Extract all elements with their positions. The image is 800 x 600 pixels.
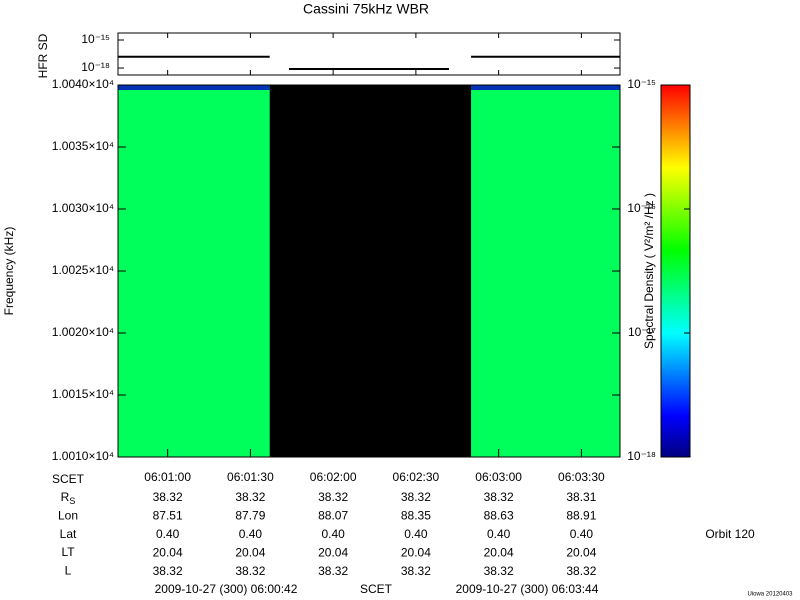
ephemeris-value: 38.32 xyxy=(401,490,431,504)
ephemeris-value: 38.32 xyxy=(153,564,183,578)
spectrogram-segment xyxy=(471,85,620,457)
ephemeris-label-text: L xyxy=(65,564,72,578)
ephemeris-value: 0.40 xyxy=(570,527,594,541)
ephemeris-label-text: Lon xyxy=(58,509,78,523)
colorbar xyxy=(660,84,691,458)
ephemeris-label: L xyxy=(65,564,72,578)
orbit-label: Orbit 120 xyxy=(705,527,755,541)
ephemeris-value: 38.32 xyxy=(235,490,265,504)
spectrogram-segment xyxy=(118,85,270,457)
ephemeris-value: 38.32 xyxy=(484,490,514,504)
hfr-axis-label: HFR SD xyxy=(36,33,50,78)
hfr-tick-label: 10⁻¹⁸ xyxy=(81,60,110,74)
x-tick-label: 06:03:30 xyxy=(558,470,605,484)
ephemeris-label: Lat xyxy=(60,527,77,541)
y-tick-label: 1.0020×10⁴ xyxy=(52,325,114,339)
ephemeris-value: 20.04 xyxy=(318,545,348,559)
ephemeris-label: Lon xyxy=(58,509,78,523)
ephemeris-value: 38.32 xyxy=(153,490,183,504)
ephemeris-value: 38.32 xyxy=(484,564,514,578)
ephemeris-value: 38.32 xyxy=(318,564,348,578)
hfr-tick-label: 10⁻¹⁵ xyxy=(81,32,110,46)
ephemeris-value: 88.63 xyxy=(484,509,514,523)
ephemeris-value: 20.04 xyxy=(566,545,596,559)
segment-edge xyxy=(471,85,620,90)
ephemeris-label-sub: S xyxy=(69,496,75,506)
ephemeris-value: 20.04 xyxy=(484,545,514,559)
ephemeris-value: 0.40 xyxy=(404,527,428,541)
hfr-frame xyxy=(117,32,621,76)
x-tick-label: 06:03:00 xyxy=(475,470,522,484)
footer-end: 2009-10-27 (300) 06:03:44 xyxy=(456,582,599,596)
ephemeris-label-text: R xyxy=(61,490,70,504)
y-tick-label: 1.0035×10⁴ xyxy=(52,139,114,153)
ephemeris-value: 20.04 xyxy=(235,545,265,559)
ephemeris-value: 38.32 xyxy=(401,564,431,578)
colorbar-tick-label: 10⁻¹⁷ xyxy=(628,325,656,339)
ephemeris-value: 0.40 xyxy=(156,527,180,541)
colorbar-tick-label: 10⁻¹⁸ xyxy=(627,449,656,463)
x-tick-label: 06:02:00 xyxy=(310,470,357,484)
ephemeris-value: 88.91 xyxy=(566,509,596,523)
ephemeris-label-text: LT xyxy=(61,545,75,559)
y-tick-label: 1.0015×10⁴ xyxy=(52,387,114,401)
y-tick-label: 1.0040×10⁴ xyxy=(52,77,114,91)
ephemeris-value: 0.40 xyxy=(239,527,263,541)
ephemeris-value: 38.32 xyxy=(235,564,265,578)
ephemeris-value: 38.32 xyxy=(566,564,596,578)
colorbar-tick-label: 10⁻¹⁶ xyxy=(627,201,656,215)
ephemeris-value: 20.04 xyxy=(401,545,431,559)
ephemeris-value: 87.51 xyxy=(153,509,183,523)
ephemeris-label: SCET xyxy=(52,472,85,486)
ephemeris-value: 38.32 xyxy=(318,490,348,504)
ephemeris-value: 87.79 xyxy=(235,509,265,523)
footer-start: 2009-10-27 (300) 06:00:42 xyxy=(155,582,298,596)
ephemeris-label-text: Lat xyxy=(60,527,77,541)
ephemeris-value: 88.35 xyxy=(401,509,431,523)
x-tick-label: 06:02:30 xyxy=(393,470,440,484)
chart-title: Cassini 75kHz WBR xyxy=(303,1,429,17)
ephemeris-value: 88.07 xyxy=(318,509,348,523)
colorbar-label: Spectral Density ( V²/m² /Hz ) xyxy=(642,193,656,349)
y-tick-label: 1.0030×10⁴ xyxy=(52,201,114,215)
ephemeris-value: 0.40 xyxy=(321,527,345,541)
footer-scet: SCET xyxy=(360,582,393,596)
y-axis-label: Frequency (kHz) xyxy=(2,227,16,316)
ephemeris-label: RS xyxy=(61,490,76,506)
credit: Uiowa 20120403 xyxy=(747,592,793,598)
y-tick-label: 1.0010×10⁴ xyxy=(52,449,114,463)
ephemeris-value: 38.31 xyxy=(566,490,596,504)
y-tick-label: 1.0025×10⁴ xyxy=(52,263,114,277)
colorbar-tick-label: 10⁻¹⁵ xyxy=(627,77,656,91)
segment-edge xyxy=(118,85,270,90)
x-tick-label: 06:01:30 xyxy=(227,470,274,484)
x-tick-label: 06:01:00 xyxy=(144,470,191,484)
ephemeris-label: LT xyxy=(61,545,75,559)
ephemeris-value: 20.04 xyxy=(153,545,183,559)
ephemeris-value: 0.40 xyxy=(487,527,511,541)
